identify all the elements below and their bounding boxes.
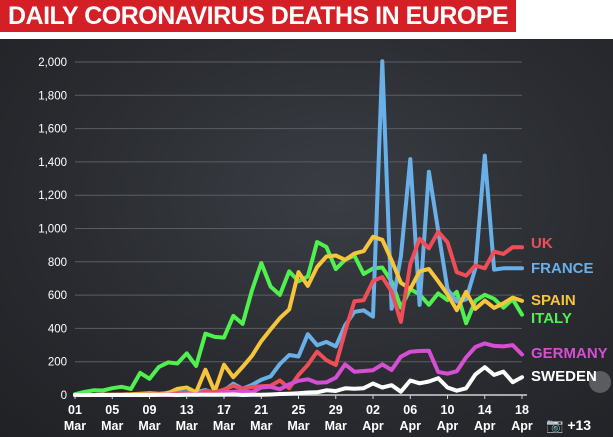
- y-tick-label: 1,800: [38, 90, 67, 102]
- series-line-germany: [73, 341, 524, 397]
- x-tick-month: Apr: [437, 419, 459, 433]
- x-tick-month: Mar: [250, 419, 272, 433]
- series-line-italy: [73, 240, 524, 397]
- photo-gallery-button[interactable]: 📷 +13: [546, 414, 612, 436]
- y-tick-label: 200: [48, 357, 67, 369]
- y-tick-label: 800: [48, 257, 67, 269]
- x-tick-day: 14: [478, 403, 492, 417]
- y-tick-label: 1,400: [38, 157, 67, 169]
- y-tick-label: 0: [61, 390, 67, 402]
- x-tick-day: 29: [329, 403, 343, 417]
- title-bar: DAILY CORONAVIRUS DEATHS IN EUROPE: [0, 0, 613, 39]
- x-tick-day: 06: [403, 403, 417, 417]
- camera-icon: 📷: [546, 417, 564, 433]
- x-tick-month: Apr: [362, 419, 384, 433]
- photo-count: +13: [567, 417, 592, 433]
- x-tick-month: Mar: [287, 419, 309, 433]
- x-tick-day: 21: [254, 403, 268, 417]
- x-tick-month: Mar: [213, 419, 235, 433]
- chart-title: DAILY CORONAVIRUS DEATHS IN EUROPE: [0, 0, 517, 32]
- y-tick-label: 2,000: [38, 57, 67, 69]
- x-tick-month: Mar: [325, 419, 347, 433]
- x-tick-day: 01: [68, 403, 82, 417]
- series-line-sweden: [73, 365, 524, 397]
- legend-label-italy: ITALY: [531, 310, 572, 327]
- x-tick-day: 13: [180, 403, 194, 417]
- legend-label-spain: SPAIN: [531, 292, 576, 309]
- legend-label-sweden: SWEDEN: [531, 368, 597, 385]
- y-tick-label: 1,200: [38, 190, 67, 202]
- legend-label-france: FRANCE: [531, 260, 594, 277]
- x-tick-month: Apr: [399, 419, 421, 433]
- x-tick-month: Mar: [101, 419, 123, 433]
- x-tick-day: 18: [515, 403, 529, 417]
- x-tick-month: Mar: [176, 419, 198, 433]
- legend-label-uk: UK: [531, 235, 553, 252]
- y-tick-label: 1,600: [38, 124, 67, 136]
- x-tick-day: 10: [441, 403, 455, 417]
- x-tick-day: 05: [105, 403, 119, 417]
- x-tick-day: 17: [217, 403, 231, 417]
- legend-label-germany: GERMANY: [531, 345, 608, 362]
- x-tick-day: 25: [292, 403, 306, 417]
- x-tick-month: Apr: [511, 419, 533, 433]
- y-tick-label: 600: [48, 290, 67, 302]
- x-tick-day: 09: [143, 403, 157, 417]
- share-icon[interactable]: [589, 371, 611, 393]
- x-tick-month: Mar: [138, 419, 160, 433]
- y-tick-label: 1,000: [38, 224, 67, 236]
- y-tick-label: 400: [48, 323, 67, 335]
- x-tick-month: Mar: [64, 419, 86, 433]
- chart-area: [0, 39, 613, 437]
- x-tick-day: 02: [366, 403, 380, 417]
- x-tick-month: Apr: [474, 419, 496, 433]
